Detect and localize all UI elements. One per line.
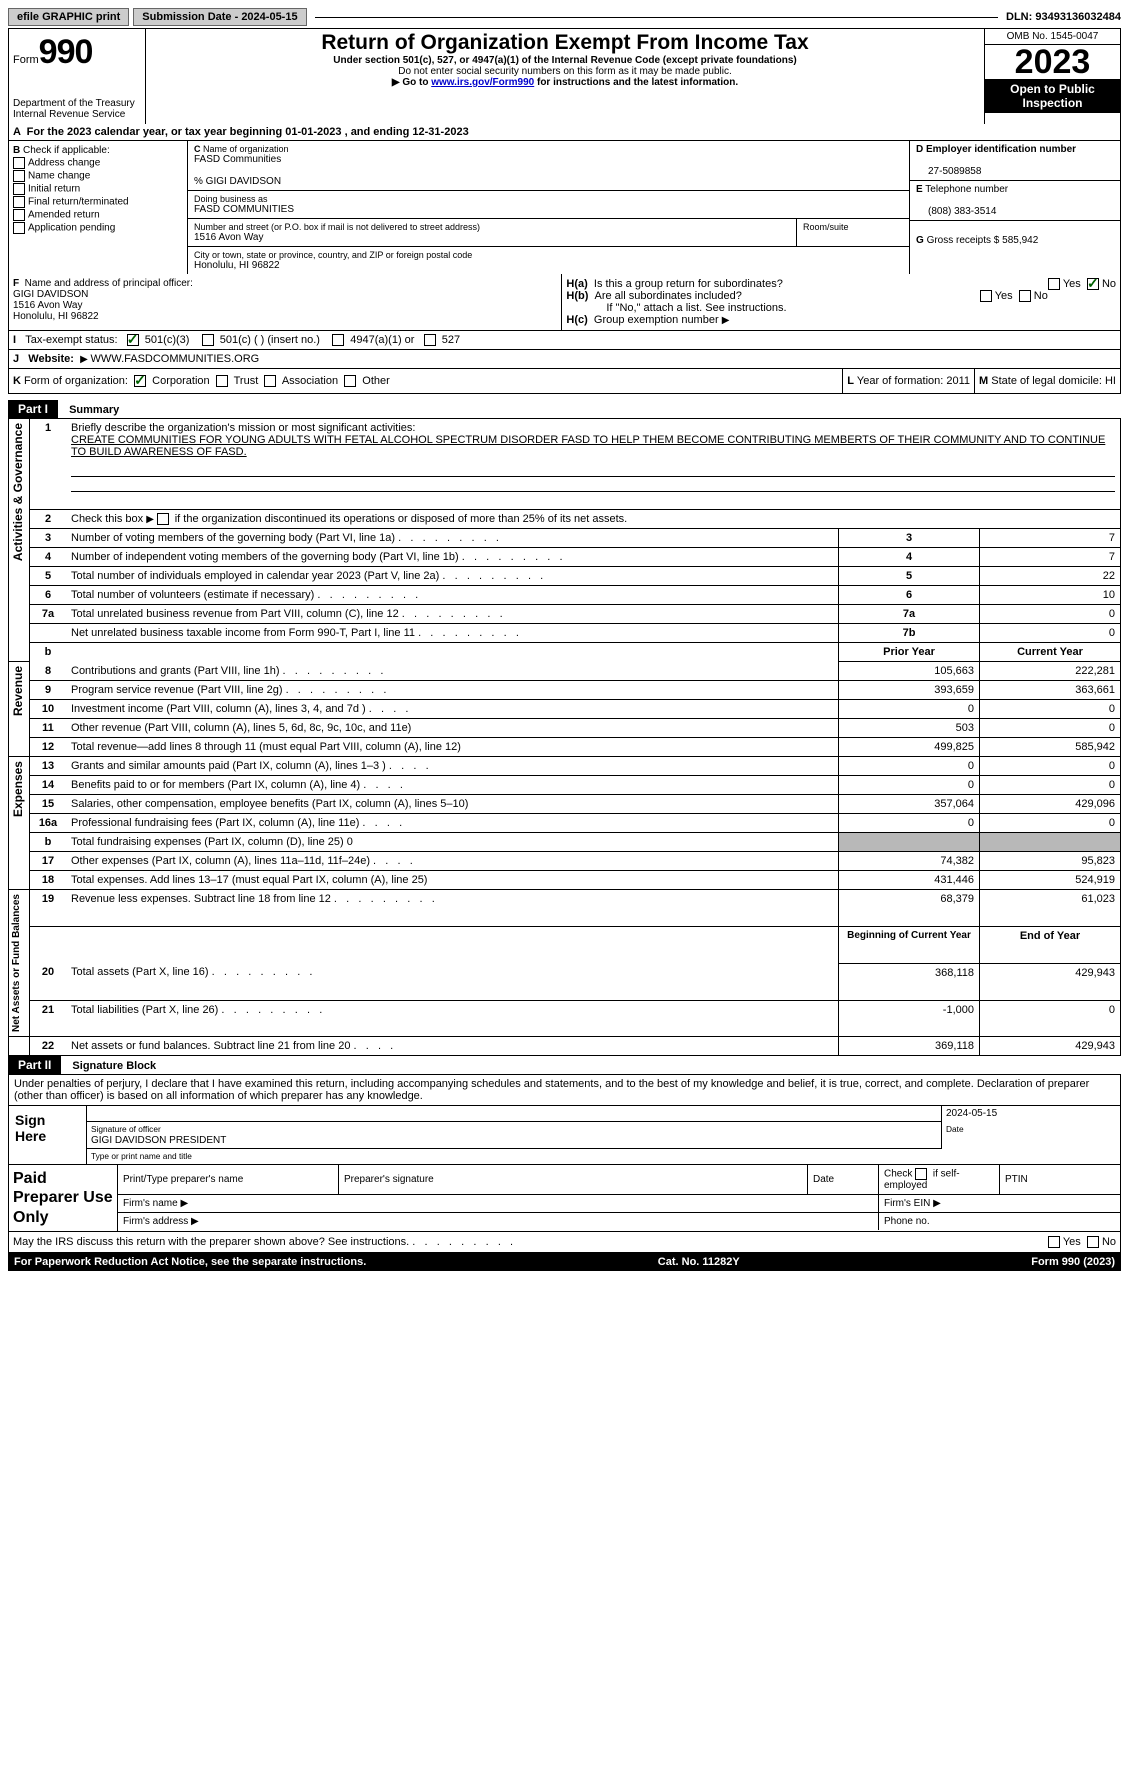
form-header: Form 990 Department of the Treasury Inte… [8, 28, 1121, 124]
ein-cell: D Employer identification number 27-5089… [910, 141, 1120, 181]
check-applicable-label: Check if applicable: [23, 145, 110, 156]
tax-year: 2023 [985, 45, 1120, 79]
row-A-calendar-year: A For the 2023 calendar year, or tax yea… [8, 124, 1121, 141]
form-label: Form [13, 54, 39, 66]
city-cell: City or town, state or province, country… [188, 247, 909, 274]
cb-trust[interactable] [216, 375, 228, 387]
cb-other[interactable] [344, 375, 356, 387]
header-grid: B Check if applicable: Address change Na… [8, 141, 1121, 274]
cb-527[interactable] [424, 334, 436, 346]
form-subtitle: Under section 501(c), 527, or 4947(a)(1)… [150, 55, 980, 66]
phone-cell: E Telephone number (808) 383-3514 [910, 181, 1120, 221]
row-J: J Website: WWW.FASDCOMMUNITIES.ORG [8, 350, 1121, 369]
tab-activities: Activities & Governance [9, 419, 27, 565]
irs-link[interactable]: www.irs.gov/Form990 [431, 77, 534, 88]
org-name-cell: C Name of organization FASD Communities … [188, 141, 909, 191]
row-KLM: K Form of organization: Corporation Trus… [8, 369, 1121, 394]
line2-label: Check this box if the organization disco… [71, 513, 627, 525]
perjury-declaration: Under penalties of perjury, I declare th… [8, 1075, 1121, 1106]
pt-name-lbl: Print/Type preparer's name [118, 1165, 339, 1195]
row-FH: F Name and address of principal officer:… [8, 274, 1121, 331]
hb-label: Are all subordinates included? [595, 290, 742, 302]
website-value: WWW.FASDCOMMUNITIES.ORG [91, 353, 260, 365]
pt-sig-lbl: Preparer's signature [339, 1165, 808, 1195]
form-number: 990 [39, 33, 93, 72]
sign-here-block: Sign Here 2024-05-15 Signature of office… [8, 1106, 1121, 1165]
sig-date: 2024-05-15 [946, 1108, 997, 1119]
year-formation: Year of formation: 2011 [857, 375, 970, 387]
cb-line2[interactable] [157, 513, 169, 525]
mission-text: CREATE COMMUNITIES FOR YOUNG ADULTS WITH… [71, 434, 1105, 458]
paperwork-notice: For Paperwork Reduction Act Notice, see … [14, 1256, 366, 1268]
dept-text: Department of the Treasury Internal Reve… [13, 98, 141, 120]
ha-label: Is this a group return for subordinates? [594, 278, 783, 290]
hb-note: If "No," attach a list. See instructions… [566, 302, 1116, 314]
hb-no-checkbox[interactable] [1019, 290, 1031, 302]
part2-header: Part II Signature Block [8, 1056, 1121, 1075]
v5: 22 [980, 567, 1121, 586]
cb-irs-no[interactable] [1087, 1236, 1099, 1248]
v3: 7 [980, 529, 1121, 548]
form-title: Return of Organization Exempt From Incom… [150, 31, 980, 55]
tab-net-assets: Net Assets or Fund Balances [9, 890, 24, 1036]
gross-receipts-cell: G Gross receipts $ 585,942 [910, 221, 1120, 249]
line1-label: Briefly describe the organization's miss… [71, 422, 415, 434]
checkbox-amended[interactable] [13, 209, 25, 221]
row-I: I Tax-exempt status: 501(c)(3) 501(c) ( … [8, 331, 1121, 350]
form-page-id: Form 990 (2023) [1031, 1256, 1115, 1268]
checkbox-name-change[interactable] [13, 170, 25, 182]
checkbox-app-pending[interactable] [13, 222, 25, 234]
pt-date-lbl: Date [808, 1165, 879, 1195]
cb-501c3[interactable] [127, 334, 139, 346]
form-link-line: Go to www.irs.gov/Form990 for instructio… [150, 77, 980, 88]
dba-cell: Doing business as FASD COMMUNITIES [188, 191, 909, 219]
cat-no: Cat. No. 11282Y [658, 1256, 740, 1268]
pt-ptin-lbl: PTIN [1000, 1165, 1121, 1195]
v4: 7 [980, 548, 1121, 567]
tab-revenue: Revenue [9, 662, 27, 720]
top-utility-bar: efile GRAPHIC print Submission Date - 20… [8, 8, 1121, 26]
checkbox-final-return[interactable] [13, 196, 25, 208]
v7b: 0 [980, 624, 1121, 643]
v7a: 0 [980, 605, 1121, 624]
domicile: State of legal domicile: HI [991, 375, 1116, 387]
footer-bar: For Paperwork Reduction Act Notice, see … [8, 1253, 1121, 1271]
open-inspection-badge: Open to Public Inspection [985, 79, 1120, 113]
dln-text: DLN: 93493136032484 [1006, 11, 1121, 23]
checkbox-initial-return[interactable] [13, 183, 25, 195]
street-row: Number and street (or P.O. box if mail i… [188, 219, 909, 247]
paid-preparer-block: Paid Preparer Use Only Print/Type prepar… [8, 1165, 1121, 1232]
ha-no-checkbox[interactable] [1087, 278, 1099, 290]
tab-expenses: Expenses [9, 757, 27, 821]
submission-date-button[interactable]: Submission Date - 2024-05-15 [133, 8, 306, 26]
may-irs-row: May the IRS discuss this return with the… [8, 1232, 1121, 1253]
cb-irs-yes[interactable] [1048, 1236, 1060, 1248]
cb-4947[interactable] [332, 334, 344, 346]
pt-self-lbl: Check if self-employed [879, 1165, 1000, 1195]
officer-name: GIGI DAVIDSON PRESIDENT [91, 1135, 226, 1146]
form-note-ssn: Do not enter social security numbers on … [150, 66, 980, 77]
cb-corp[interactable] [134, 375, 146, 387]
cb-assoc[interactable] [264, 375, 276, 387]
efile-print-button[interactable]: efile GRAPHIC print [8, 8, 129, 26]
hc-label: Group exemption number [594, 314, 719, 326]
officer-label: Name and address of principal officer: [25, 278, 193, 289]
checkbox-address-change[interactable] [13, 157, 25, 169]
part1-header: Part I Summary [8, 400, 1121, 419]
hb-yes-checkbox[interactable] [980, 290, 992, 302]
ha-yes-checkbox[interactable] [1048, 278, 1060, 290]
v6: 10 [980, 586, 1121, 605]
part1-table: Activities & Governance 1 Briefly descri… [8, 419, 1121, 1056]
cb-self-employed[interactable] [915, 1168, 927, 1180]
cb-501c[interactable] [202, 334, 214, 346]
